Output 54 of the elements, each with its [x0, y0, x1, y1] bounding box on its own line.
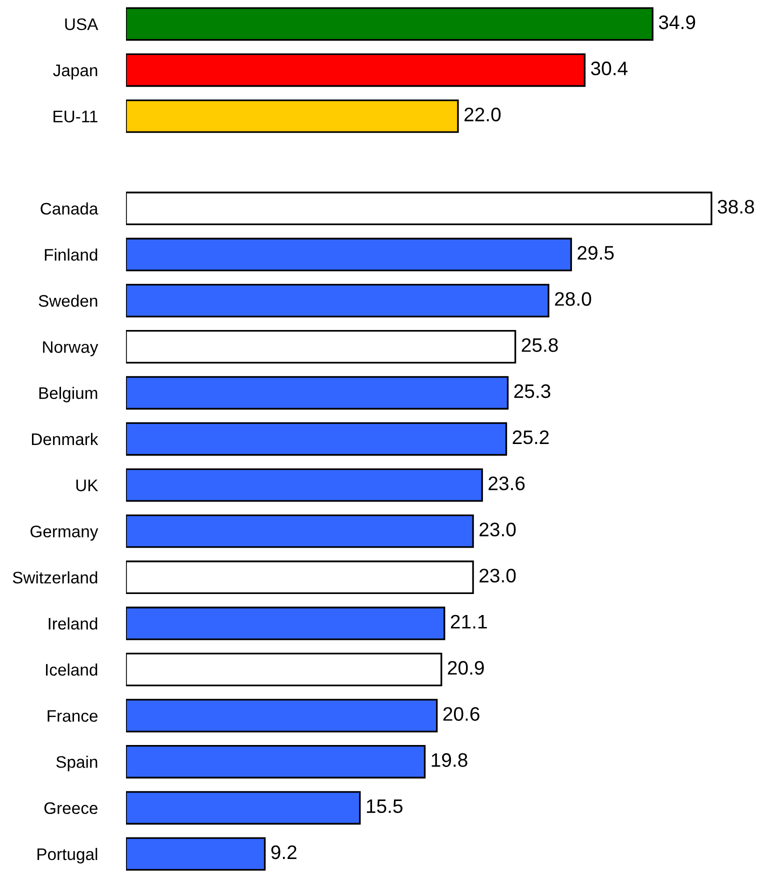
- data-label: 23.0: [480, 568, 516, 583]
- bar: [126, 284, 550, 318]
- bar: [126, 330, 516, 364]
- bar: [126, 652, 442, 686]
- y-tick-label: Spain: [56, 756, 98, 772]
- bar: [126, 376, 509, 410]
- data-label: 25.2: [512, 430, 549, 444]
- data-label: 21.1: [450, 614, 487, 628]
- data-label: 19.8: [432, 753, 468, 767]
- data-label: 20.6: [443, 707, 480, 721]
- data-label: 28.0: [555, 292, 592, 306]
- y-tick-label: Denmark: [32, 432, 98, 446]
- data-label: 22.0: [464, 108, 501, 122]
- data-label: 38.8: [718, 200, 754, 214]
- bar: [126, 192, 712, 226]
- data-label: 30.4: [591, 62, 628, 76]
- y-tick-label: Greece: [44, 802, 98, 814]
- data-label: 25.8: [522, 338, 558, 352]
- bar: [126, 422, 508, 456]
- data-label: 15.5: [366, 799, 402, 814]
- bar: [126, 514, 474, 548]
- bar: [126, 791, 361, 825]
- y-tick-label: Japan: [53, 64, 98, 80]
- data-label: 25.3: [514, 384, 550, 398]
- bar: [126, 468, 483, 502]
- y-tick-label: Belgium: [39, 386, 98, 402]
- y-tick-label: Sweden: [38, 294, 98, 307]
- y-tick-label: Germany: [30, 526, 98, 541]
- bar: [126, 99, 459, 133]
- bar: [126, 560, 474, 594]
- y-tick-label: UK: [76, 480, 98, 492]
- data-label: 9.2: [271, 845, 296, 860]
- data-label: 23.0: [480, 522, 516, 536]
- bar: [126, 698, 438, 732]
- y-tick-label: USA: [65, 18, 98, 30]
- bar: [126, 837, 266, 871]
- bar: [126, 606, 446, 640]
- bar: [126, 238, 572, 272]
- y-tick-label: France: [48, 710, 98, 722]
- y-tick-label: Norway: [43, 341, 98, 356]
- bar: [126, 744, 426, 778]
- y-tick-label: Portugal: [38, 848, 98, 864]
- bar: [126, 53, 586, 87]
- data-label: 29.5: [578, 246, 614, 260]
- y-tick-label: EU-11: [54, 110, 98, 122]
- y-tick-label: Ireland: [48, 617, 98, 630]
- y-tick-label: Iceland: [46, 663, 98, 676]
- y-tick-label: Finland: [44, 248, 98, 261]
- data-label: 23.6: [488, 476, 525, 490]
- y-tick-label: Switzerland: [12, 571, 98, 584]
- y-tick-label: Canada: [40, 202, 98, 215]
- bar: [126, 7, 654, 41]
- data-label: 34.9: [658, 15, 696, 30]
- data-label: 20.9: [448, 660, 484, 675]
